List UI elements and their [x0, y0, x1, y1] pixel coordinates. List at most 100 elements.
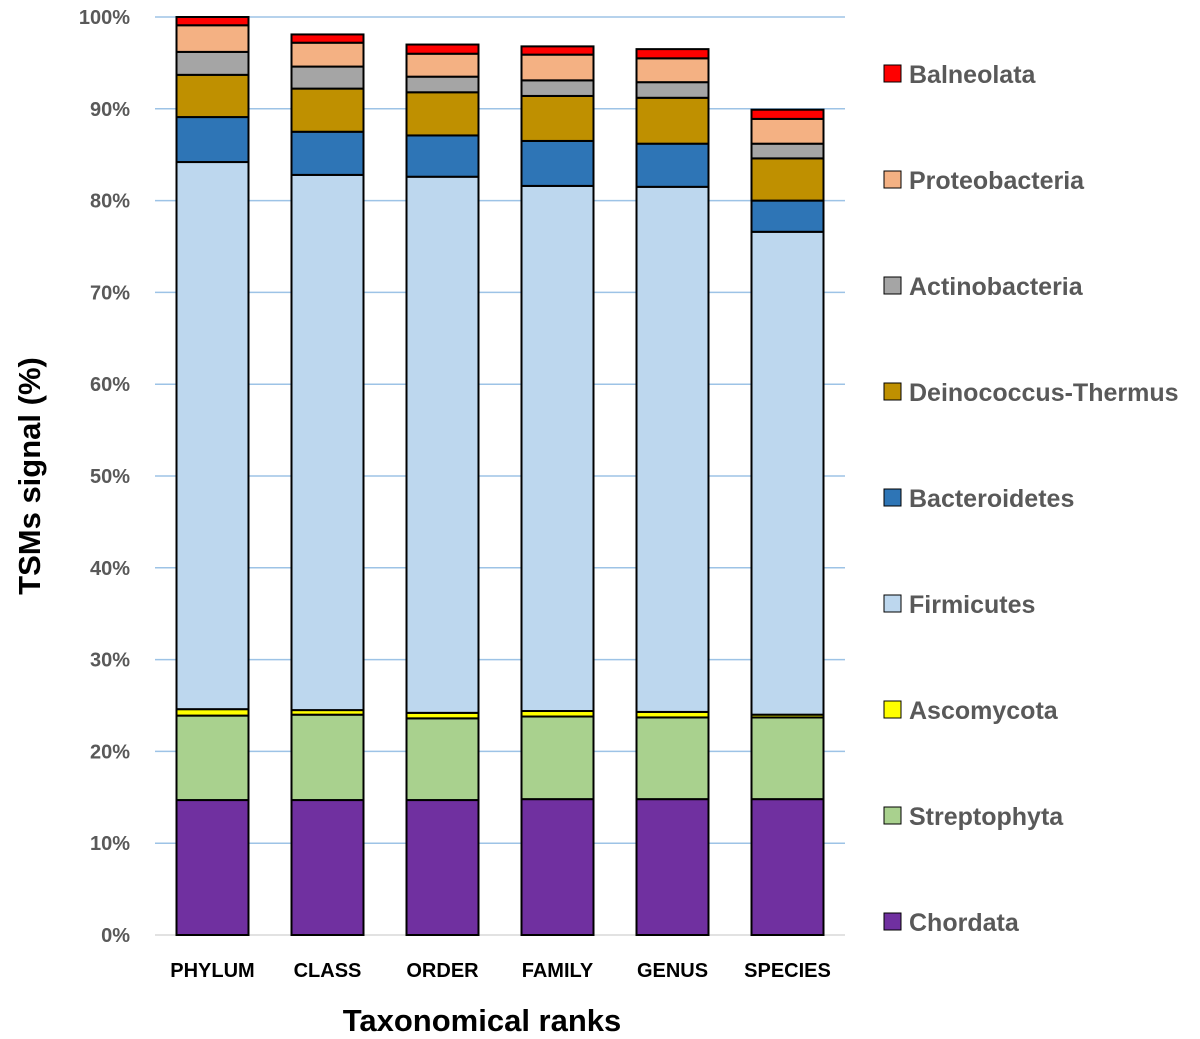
legend-swatch — [883, 488, 902, 507]
bar-segment-streptophyta — [750, 716, 825, 801]
legend: Balneolata Proteobacteria Actinobacteria De… — [883, 61, 1179, 937]
bar-segment-firmicutes — [405, 175, 480, 714]
legend-label: Bacteroidetes — [909, 485, 1074, 513]
x-tick-label: FAMILY — [522, 960, 594, 982]
bar-segment-bacteroidetes — [405, 134, 480, 178]
legend-swatch — [883, 594, 902, 613]
bar-segment-streptophyta — [635, 716, 710, 801]
y-tick-label: 100% — [79, 7, 130, 29]
legend-label: Streptophyta — [909, 803, 1064, 831]
x-tick-label: PHYLUM — [170, 960, 254, 982]
bar-segment-streptophyta — [290, 713, 365, 802]
bar-segment-proteobacteria — [635, 57, 710, 84]
bar-segment-actinobacteria — [750, 142, 825, 160]
bar-segment-chordata — [290, 799, 365, 937]
bar-segment-firmicutes — [750, 230, 825, 716]
bar-segment-actinobacteria — [635, 81, 710, 99]
bar-segment-firmicutes — [290, 173, 365, 712]
bar-segment-firmicutes — [635, 185, 710, 713]
legend-item-ascomycota: Ascomycota — [883, 697, 1059, 725]
legend-swatch — [883, 170, 902, 189]
bar-segment-streptophyta — [175, 714, 250, 802]
bar-stack-phylum — [175, 16, 250, 937]
y-tick-label: 30% — [90, 650, 130, 672]
legend-label: Chordata — [909, 909, 1020, 937]
y-tick-label: 20% — [90, 741, 130, 763]
bar-stack-family — [520, 45, 595, 936]
legend-label: Proteobacteria — [909, 167, 1085, 195]
legend-item-chordata: Chordata — [883, 909, 1020, 937]
bar-segment-chordata — [175, 799, 250, 937]
y-tick-label: 50% — [90, 466, 130, 488]
bar-segment-proteobacteria — [175, 24, 250, 53]
legend-label: Deinococcus-Thermus — [909, 379, 1179, 407]
legend-item-actinobacteria: Actinobacteria — [883, 273, 1084, 301]
bar-segment-deinococcus-thermus — [635, 96, 710, 145]
bar-stack-order — [405, 43, 480, 937]
bar-segment-bacteroidetes — [635, 142, 710, 188]
x-tick-label: CLASS — [294, 960, 362, 982]
bar-segment-chordata — [520, 798, 595, 936]
legend-label: Ascomycota — [909, 697, 1059, 725]
bar-segment-balneolata — [520, 45, 595, 56]
bar-segment-chordata — [635, 798, 710, 936]
bar-segment-balneolata — [175, 16, 250, 27]
legend-label: Actinobacteria — [909, 273, 1084, 301]
bar-segment-firmicutes — [175, 161, 250, 711]
bar-segment-deinococcus-thermus — [520, 94, 595, 142]
legend-item-streptophyta: Streptophyta — [883, 803, 1064, 831]
bars — [175, 16, 825, 937]
legend-swatch — [883, 806, 902, 825]
legend-label: Balneolata — [909, 61, 1037, 89]
bar-segment-proteobacteria — [405, 52, 480, 78]
legend-swatch — [883, 382, 902, 401]
x-tick-label: SPECIES — [744, 960, 831, 982]
bar-segment-actinobacteria — [290, 65, 365, 90]
x-axis-ticks: PHYLUM CLASS ORDER FAMILY GENUS SPECIES — [170, 960, 831, 982]
x-tick-label: GENUS — [637, 960, 708, 982]
bar-segment-deinococcus-thermus — [750, 157, 825, 202]
bar-segment-proteobacteria — [520, 53, 595, 82]
legend-swatch — [883, 276, 902, 295]
legend-item-proteobacteria: Proteobacteria — [883, 167, 1085, 195]
y-axis-ticks: 0% 10% 20% 30% 40% 50% 60% 70% 80% 90% 100% — [79, 7, 130, 947]
y-tick-label: 80% — [90, 191, 130, 213]
bar-segment-deinococcus-thermus — [290, 87, 365, 133]
bar-segment-balneolata — [405, 43, 480, 55]
y-tick-label: 60% — [90, 374, 130, 396]
legend-label: Firmicutes — [909, 591, 1035, 619]
bar-segment-balneolata — [750, 108, 825, 120]
legend-swatch — [883, 700, 902, 719]
y-tick-label: 70% — [90, 282, 130, 304]
bar-stack-species — [750, 108, 825, 936]
legend-item-bacteroidetes: Bacteroidetes — [883, 485, 1074, 513]
x-axis-title: Taxonomical ranks — [343, 1003, 622, 1038]
bar-segment-proteobacteria — [290, 41, 365, 68]
bar-segment-streptophyta — [405, 717, 480, 802]
bar-segment-chordata — [750, 798, 825, 936]
bar-segment-deinococcus-thermus — [405, 91, 480, 137]
bar-segment-actinobacteria — [175, 50, 250, 76]
bar-stack-genus — [635, 48, 710, 936]
gridlines — [155, 16, 845, 936]
y-tick-label: 90% — [90, 99, 130, 121]
bar-segment-balneolata — [290, 33, 365, 44]
bar-segment-streptophyta — [520, 715, 595, 801]
legend-swatch — [883, 912, 902, 931]
bar-segment-balneolata — [635, 48, 710, 60]
bar-segment-chordata — [405, 799, 480, 937]
bar-segment-bacteroidetes — [290, 130, 365, 176]
bar-segment-proteobacteria — [750, 117, 825, 145]
legend-item-balneolata: Balneolata — [883, 61, 1037, 89]
legend-item-deinococcus-thermus: Deinococcus-Thermus — [883, 379, 1179, 407]
bar-segment-deinococcus-thermus — [175, 73, 250, 119]
y-axis-title: TSMs signal (%) — [12, 357, 47, 595]
legend-swatch — [883, 64, 902, 83]
y-tick-label: 0% — [101, 925, 130, 947]
bar-segment-actinobacteria — [405, 75, 480, 94]
bar-segment-bacteroidetes — [520, 139, 595, 187]
y-tick-label: 10% — [90, 833, 130, 855]
bar-stack-class — [290, 33, 365, 937]
legend-item-firmicutes: Firmicutes — [883, 591, 1035, 619]
